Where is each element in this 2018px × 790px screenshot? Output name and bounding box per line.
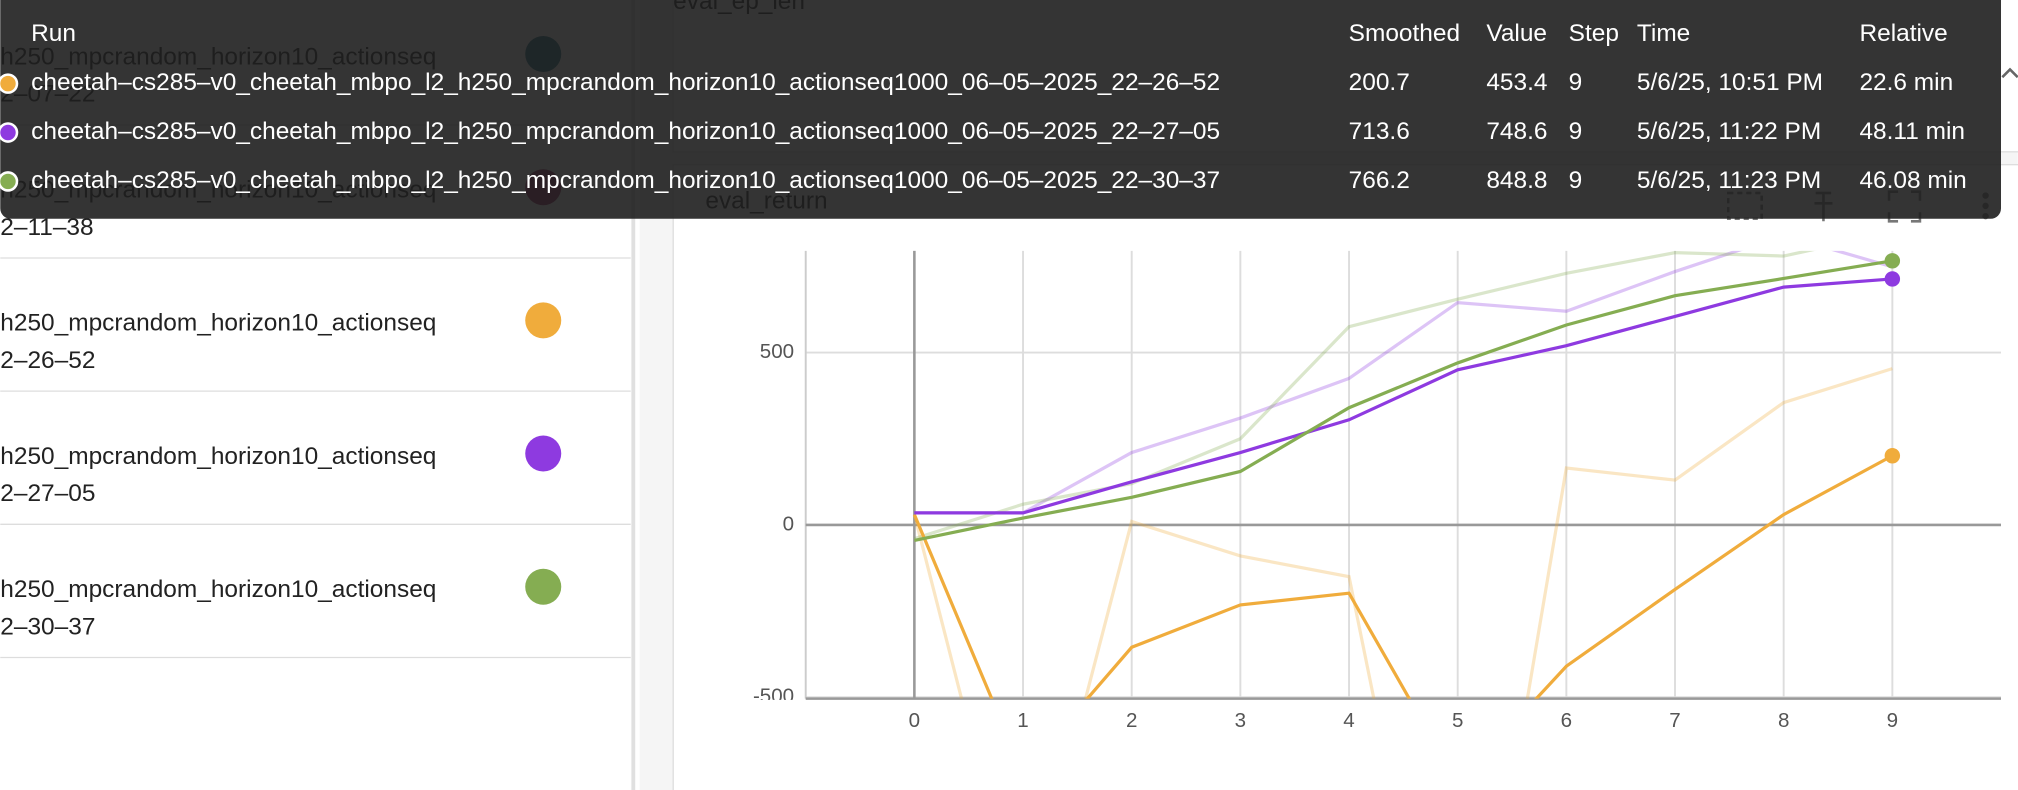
x-tick-label: 1 <box>1017 709 1028 732</box>
tooltip-run: cheetah–cs285–v0_cheetah_mbpo_l2_h250_mp… <box>31 69 1220 96</box>
raw-line <box>913 250 1815 541</box>
tooltip-header: Value <box>1486 20 1547 47</box>
run-name-suffix: 2–26–52 <box>0 347 95 374</box>
x-tick-label: 3 <box>1235 709 1246 732</box>
tooltip-dot <box>0 171 19 192</box>
x-tick-label: 6 <box>1561 709 1572 732</box>
card <box>672 164 2018 790</box>
hover-point <box>1884 448 1901 464</box>
y-tick-labels: -500 0 500 <box>753 340 794 708</box>
x-tick-label: 2 <box>1126 709 1137 732</box>
smoothed-line <box>912 454 1894 699</box>
tooltip-header: Relative <box>1859 20 1947 47</box>
x-tick-label: 7 <box>1669 709 1680 732</box>
run-name-suffix: 2–30–37 <box>0 613 95 640</box>
tooltip-time: 5/6/25, 11:23 PM <box>1637 167 1821 194</box>
tooltip-relative: 22.6 min <box>1859 69 1953 96</box>
x-tick-label: 8 <box>1778 709 1789 732</box>
x-tick-label: 4 <box>1343 709 1354 732</box>
tooltip-step: 9 <box>1569 118 1583 145</box>
tooltip-smoothed: 200.7 <box>1349 69 1410 96</box>
smoothed-line <box>914 277 1893 515</box>
run-color-dot <box>525 302 562 339</box>
y-tick-label: 0 <box>783 512 794 535</box>
tooltip-value: 453.4 <box>1486 69 1547 96</box>
tooltip-header: Step <box>1569 20 1619 47</box>
hover-point <box>1884 271 1901 287</box>
tooltip-run: cheetah–cs285–v0_cheetah_mbpo_l2_h250_mp… <box>31 167 1220 194</box>
y-tick-label: -500 <box>753 685 794 708</box>
x-tick-label: 5 <box>1452 709 1463 732</box>
tooltip-value: 748.6 <box>1486 118 1547 145</box>
tooltip-dot <box>0 122 19 143</box>
run-name: h250_mpcrandom_horizon10_actionseq <box>0 310 436 337</box>
y-tick-label: 500 <box>760 340 794 363</box>
raw-line <box>912 367 1893 699</box>
tooltip-relative: 48.11 min <box>1859 118 1965 145</box>
run-name-suffix: 2–27–05 <box>0 480 95 507</box>
x-tick-label: 9 <box>1887 709 1898 732</box>
tooltip-relative: 46.08 min <box>1859 167 1966 194</box>
tooltip-smoothed: 713.6 <box>1349 118 1410 145</box>
hover-point <box>1884 253 1901 269</box>
plot: -500 0 500 0 1 2 3 4 5 6 7 8 9 <box>753 250 2002 732</box>
tooltip-header: Smoothed <box>1349 20 1460 47</box>
lines <box>912 250 1894 699</box>
run-color-dot <box>525 435 562 472</box>
tooltip-step: 9 <box>1569 69 1583 96</box>
tooltip-dot <box>0 73 19 94</box>
tooltip <box>0 0 2002 219</box>
tooltip-time: 5/6/25, 10:51 PM <box>1637 69 1823 96</box>
tooltip-header: Run <box>31 20 76 47</box>
raw-line <box>914 250 1893 515</box>
run-color-dot <box>525 568 562 605</box>
tooltip-header: Time <box>1637 20 1690 47</box>
run-name: h250_mpcrandom_horizon10_actionseq <box>0 443 436 470</box>
smoothed-line <box>914 259 1893 543</box>
tooltip-time: 5/6/25, 11:22 PM <box>1637 118 1821 145</box>
run-name: h250_mpcrandom_horizon10_actionseq <box>0 576 436 603</box>
tooltip-smoothed: 766.2 <box>1349 167 1410 194</box>
tooltip-step: 9 <box>1569 167 1583 194</box>
scroll-up[interactable] <box>2001 67 2018 79</box>
tooltip-value: 848.8 <box>1486 167 1547 194</box>
x-tick-label: 0 <box>909 709 920 732</box>
tooltip-table: Run Smoothed Value Step Time Relative cheetah–… <box>0 20 1967 194</box>
tooltip-run: cheetah–cs285–v0_cheetah_mbpo_l2_h250_mp… <box>31 118 1220 145</box>
